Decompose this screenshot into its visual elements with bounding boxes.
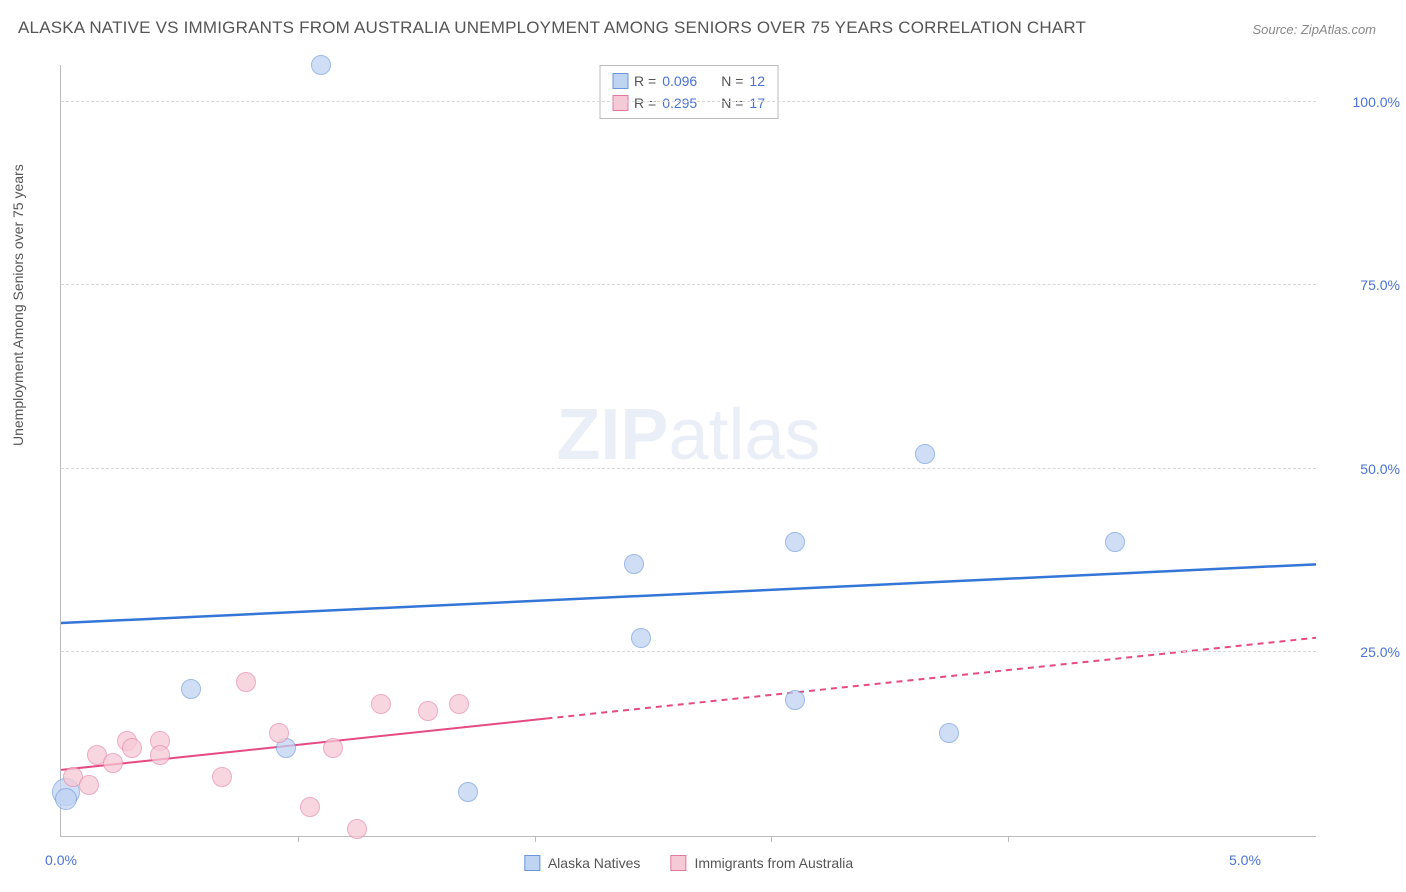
legend-swatch-series-1 [524,855,540,871]
trend-lines [61,65,1316,836]
r-label: R = [634,95,656,111]
legend-correlation: R = 0.096 N = 12 R = 0.295 N = 17 [599,65,778,119]
gridline-h [61,468,1316,469]
data-point [785,532,805,552]
x-tick-label: 5.0% [1229,852,1261,868]
y-tick-label: 50.0% [1330,461,1400,477]
gridline-h [61,651,1316,652]
data-point [236,672,256,692]
data-point [300,797,320,817]
legend-item-1: Alaska Natives [524,855,641,871]
data-point [785,690,805,710]
data-point [323,738,343,758]
data-point [55,788,77,810]
data-point [212,767,232,787]
legend-swatch-1 [612,73,628,89]
legend-swatch-2 [612,95,628,111]
n-value-2: 17 [749,95,765,111]
chart-title: ALASKA NATIVE VS IMMIGRANTS FROM AUSTRAL… [18,18,1086,38]
y-tick-label: 75.0% [1330,277,1400,293]
data-point [122,738,142,758]
x-tick-mark [771,836,772,842]
legend-label-2: Immigrants from Australia [694,855,853,871]
data-point [1105,532,1125,552]
data-point [269,723,289,743]
n-label: N = [721,95,743,111]
legend-series: Alaska Natives Immigrants from Australia [524,855,853,871]
r-label: R = [634,73,656,89]
gridline-h [61,101,1316,102]
data-point [449,694,469,714]
y-axis-label: Unemployment Among Seniors over 75 years [10,164,26,446]
data-point [458,782,478,802]
y-tick-label: 25.0% [1330,644,1400,660]
data-point [181,679,201,699]
source-attribution: Source: ZipAtlas.com [1252,22,1376,37]
n-label: N = [721,73,743,89]
data-point [311,55,331,75]
r-value-1: 0.096 [662,73,697,89]
data-point [939,723,959,743]
legend-label-1: Alaska Natives [548,855,641,871]
legend-row-series-2: R = 0.295 N = 17 [612,92,765,114]
legend-row-series-1: R = 0.096 N = 12 [612,70,765,92]
x-tick-label: 0.0% [45,852,77,868]
data-point [418,701,438,721]
legend-swatch-series-2 [670,855,686,871]
data-point [915,444,935,464]
data-point [371,694,391,714]
data-point [150,745,170,765]
legend-item-2: Immigrants from Australia [670,855,853,871]
y-tick-label: 100.0% [1330,94,1400,110]
r-value-2: 0.295 [662,95,697,111]
chart-container: ALASKA NATIVE VS IMMIGRANTS FROM AUSTRAL… [0,0,1406,892]
plot-area: ZIPatlas R = 0.096 N = 12 R = 0.295 N = … [60,65,1316,837]
data-point [79,775,99,795]
data-point [624,554,644,574]
x-tick-mark [298,836,299,842]
x-tick-mark [535,836,536,842]
data-point [103,753,123,773]
x-tick-mark [1008,836,1009,842]
data-point [347,819,367,839]
data-point [631,628,651,648]
gridline-h [61,284,1316,285]
n-value-1: 12 [749,73,765,89]
